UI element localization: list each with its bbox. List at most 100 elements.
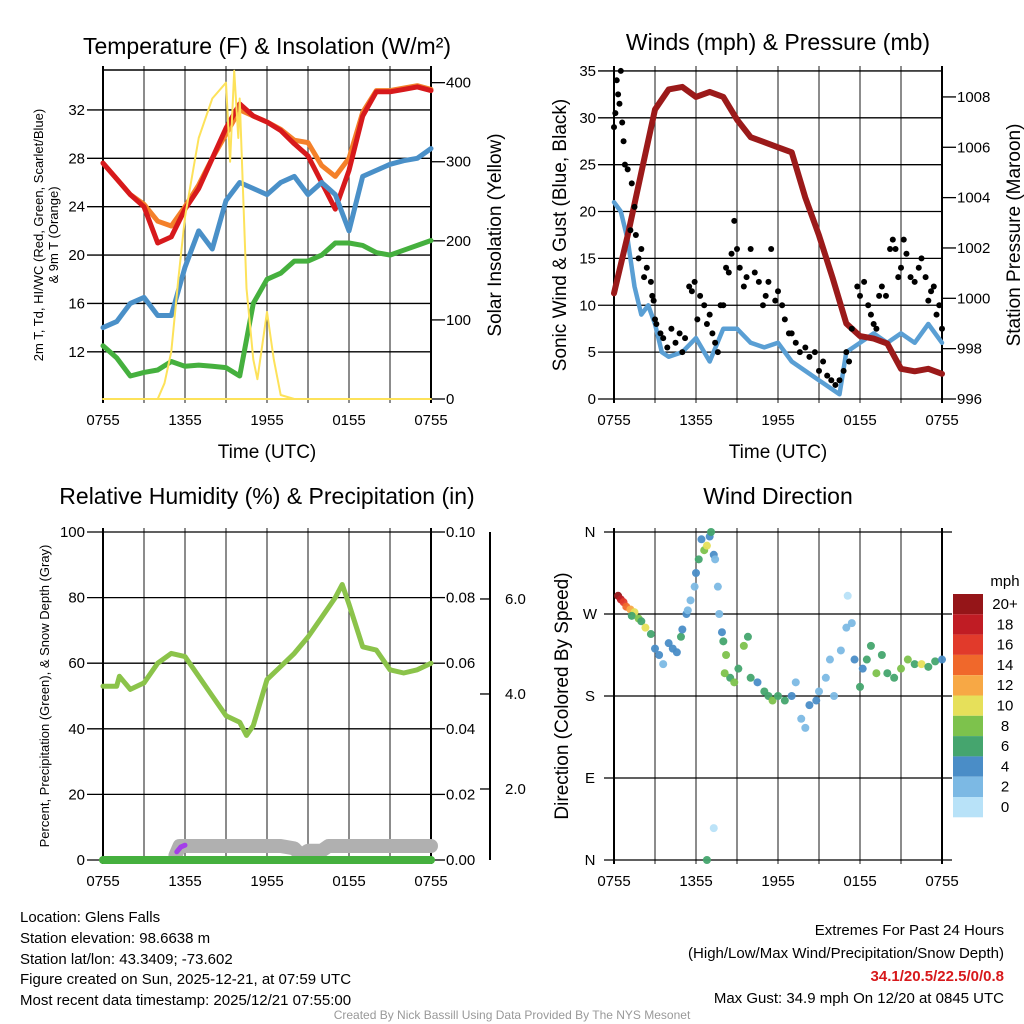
rh-y-tick-label: 100 <box>60 524 85 541</box>
direction-point <box>924 662 933 671</box>
series-rh <box>100 582 434 738</box>
gust-point <box>907 274 914 281</box>
direction-point <box>720 669 729 678</box>
gust-point <box>895 274 902 281</box>
rh-y-tick-label: 40 <box>68 721 85 738</box>
direction-point <box>858 664 867 673</box>
gust-point <box>836 377 843 384</box>
rh-y-tick-label: 60 <box>68 655 85 672</box>
rh-y-tick-label: 80 <box>68 590 85 607</box>
gust-point <box>686 283 693 290</box>
legend-label: 8 <box>1001 718 1009 735</box>
legend-swatch <box>953 756 983 777</box>
gust-point <box>728 250 735 257</box>
plot-layer: 0755 1355 1955 0155 075512162024283201002003… <box>60 63 1018 890</box>
direction-point <box>877 651 886 659</box>
pressure-y2-label: Station Pressure (Maroon) <box>1004 124 1024 347</box>
precip-y2-tick-label: 0.08 <box>446 590 475 607</box>
direction-point <box>805 701 814 710</box>
direction-point <box>931 657 940 666</box>
direction-point <box>711 555 720 564</box>
direction-point <box>821 673 830 682</box>
x-tick-label: 1355 <box>168 873 201 890</box>
direction-point <box>917 660 926 669</box>
legend-swatch <box>953 695 983 716</box>
gust-point <box>641 274 648 281</box>
temp-y-tick-label: 12 <box>68 344 85 361</box>
direction-point <box>815 687 823 696</box>
direction-point <box>890 673 899 682</box>
legend-label: 6 <box>1001 738 1009 755</box>
direction-point <box>872 669 881 678</box>
pressure-y2-tick-label: 1008 <box>957 89 990 106</box>
direction-panel-title: Wind Direction <box>703 483 853 509</box>
gust-point <box>631 203 638 210</box>
direction-tick-label: W <box>583 606 598 623</box>
direction-point <box>709 824 718 833</box>
pressure-y2-tick-label: 1004 <box>957 190 990 207</box>
direction-point <box>774 692 782 700</box>
direction-point <box>730 678 739 687</box>
legend-title: mph <box>990 573 1019 590</box>
gust-point <box>865 302 872 309</box>
x-tick-label: 0155 <box>332 412 365 429</box>
gust-point <box>930 283 937 290</box>
gust-point <box>657 330 664 337</box>
gust-point <box>870 321 877 328</box>
gust-point <box>892 246 899 253</box>
gust-point <box>788 330 795 337</box>
gust-point <box>900 236 907 243</box>
direction-point <box>903 655 912 664</box>
x-tick-label: 1955 <box>250 412 283 429</box>
gust-point <box>740 283 747 290</box>
legend-swatch <box>953 654 983 676</box>
gust-point <box>846 358 853 365</box>
gust-point <box>734 246 740 253</box>
insolation-y2-tick-label: 0 <box>446 391 454 408</box>
direction-point <box>791 678 800 687</box>
gust-point <box>615 91 622 98</box>
gust-point <box>725 269 732 276</box>
gust-point <box>898 264 904 271</box>
gust-point <box>755 278 762 285</box>
gust-point <box>638 246 645 253</box>
direction-point <box>780 696 789 705</box>
legend-label: 10 <box>997 698 1014 715</box>
gust-point <box>796 349 803 356</box>
gust-point <box>703 321 710 328</box>
gust-point <box>621 161 628 168</box>
direction-point <box>910 660 919 669</box>
gust-point <box>887 246 894 253</box>
gust-point <box>676 330 683 337</box>
wind-y-tick-label: 0 <box>588 391 596 408</box>
temp-y-tick-label: 28 <box>68 150 85 167</box>
temp-y-tick-label: 24 <box>68 199 85 216</box>
direction-point <box>702 541 711 550</box>
x-tick-label: 0755 <box>597 873 630 890</box>
gust-point <box>840 367 847 374</box>
insolation-y2-tick-label: 100 <box>446 312 471 329</box>
direction-point <box>866 641 875 650</box>
legend-label: 12 <box>997 677 1014 694</box>
x-tick-label: 0755 <box>86 873 119 890</box>
gust-point <box>922 274 929 281</box>
gust-point <box>867 311 874 318</box>
wind-y-tick-label: 35 <box>579 63 596 80</box>
extremes-title: Extremes For Past 24 Hours <box>815 922 1004 939</box>
direction-point <box>787 692 796 700</box>
credit-text: Created By Nick Bassill Using Data Provi… <box>334 1008 691 1022</box>
temp-y-tick-label: 20 <box>68 247 85 264</box>
direction-point <box>627 611 636 620</box>
gust-point <box>736 264 743 271</box>
gust-point <box>653 321 660 328</box>
legend-swatch <box>953 715 983 737</box>
gust-point <box>701 302 708 309</box>
direction-point <box>719 637 728 646</box>
gust-point <box>682 335 689 342</box>
direction-point <box>637 617 646 626</box>
direction-point <box>722 651 731 659</box>
gust-point <box>806 353 813 360</box>
gust-point <box>857 292 863 299</box>
gust-point <box>811 349 818 356</box>
legend-swatch <box>953 736 983 757</box>
